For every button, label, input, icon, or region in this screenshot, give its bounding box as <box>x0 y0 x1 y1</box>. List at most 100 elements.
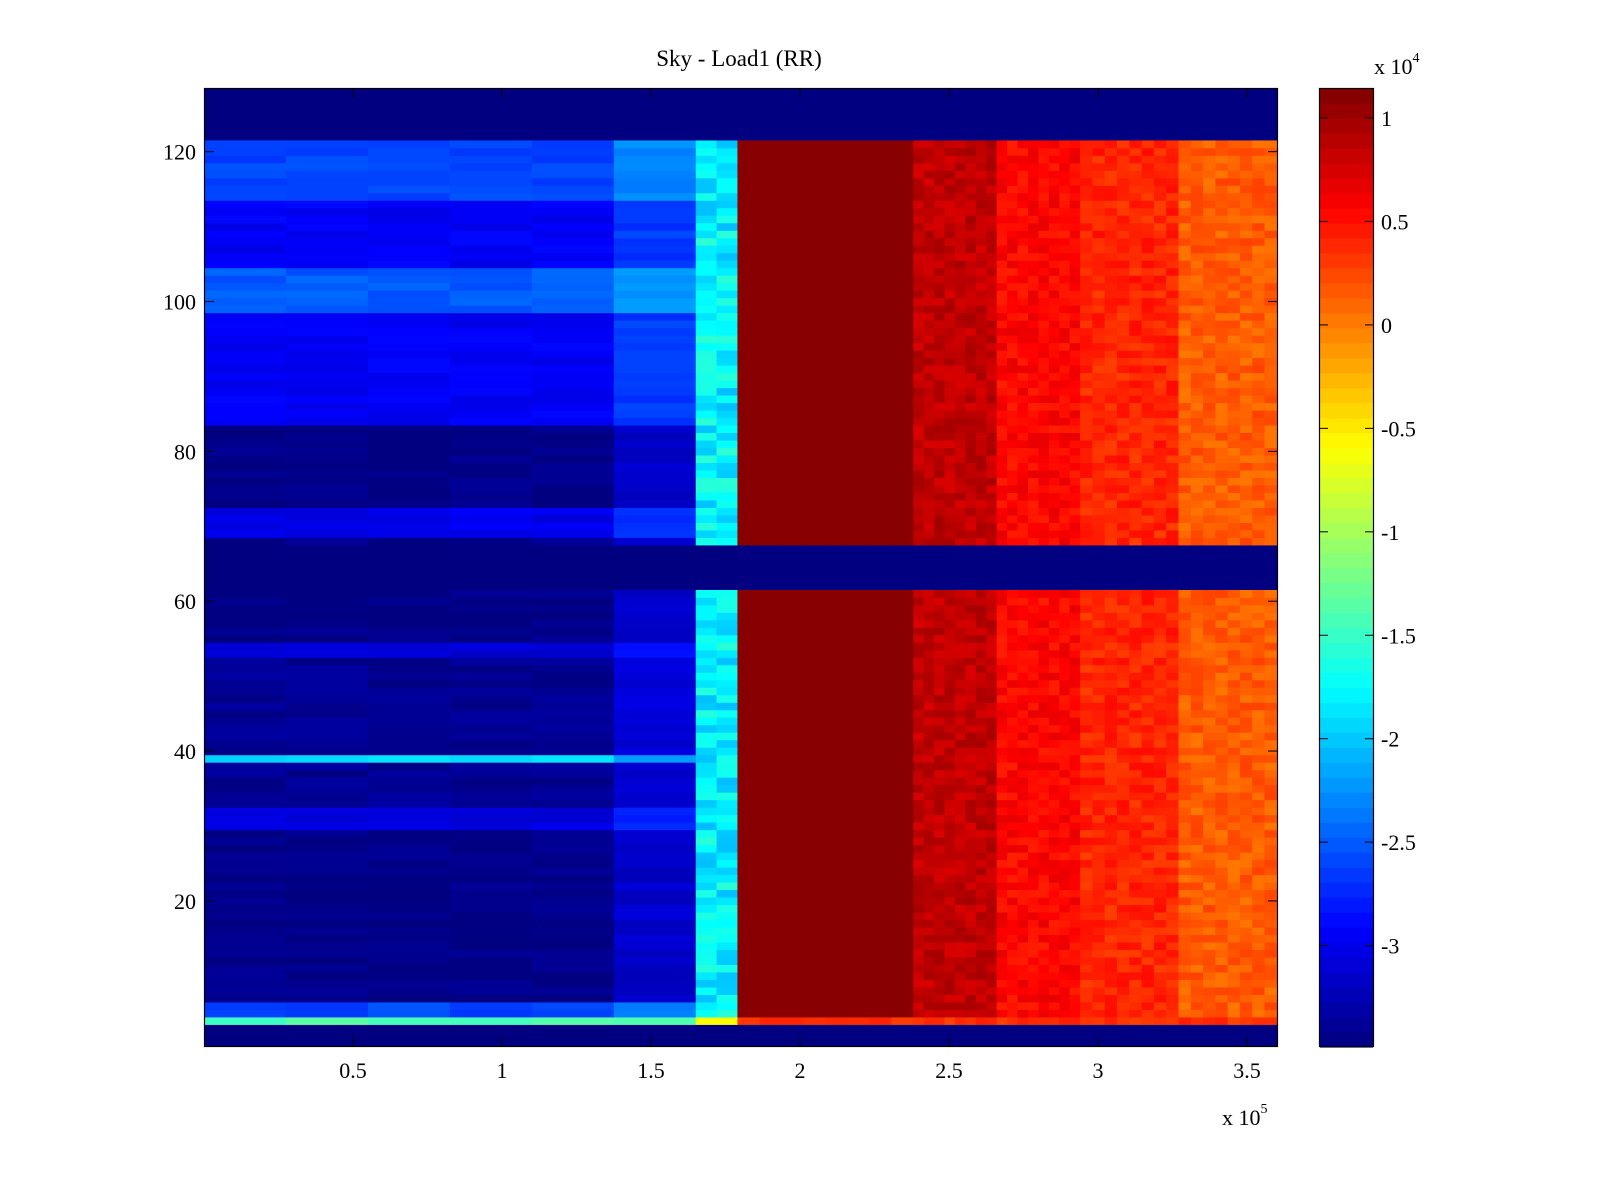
heatmap-cell <box>1153 694 1167 703</box>
heatmap-cell <box>531 410 615 419</box>
heatmap-cell <box>737 927 761 936</box>
heatmap-cell <box>1104 912 1118 921</box>
heatmap-cell <box>1252 747 1266 756</box>
heatmap-cell <box>1104 777 1118 786</box>
heatmap-cell <box>285 200 369 209</box>
heatmap-cell <box>1038 957 1050 965</box>
heatmap-cell <box>1153 447 1167 456</box>
heatmap-cell <box>1203 200 1216 209</box>
heatmap-cell <box>913 395 925 404</box>
heatmap-cell <box>781 425 804 434</box>
heatmap-cell <box>759 784 782 793</box>
heatmap-cell <box>531 852 615 861</box>
heatmap-cell <box>913 807 925 816</box>
heatmap-cell <box>1190 462 1204 471</box>
heatmap-cell <box>1227 799 1241 808</box>
heatmap-cell <box>965 687 977 696</box>
heatmap-cell <box>1239 260 1253 269</box>
heatmap-cell <box>986 365 998 374</box>
heatmap-cell <box>891 994 914 1003</box>
heatmap-cell <box>1141 769 1155 778</box>
heatmap-cell <box>803 642 826 651</box>
heatmap-cell <box>986 530 998 538</box>
heatmap-cell <box>1239 477 1253 486</box>
heatmap-cell <box>803 949 826 958</box>
heatmap-cell <box>1092 485 1106 493</box>
heatmap-cell <box>1027 477 1040 486</box>
heatmap-cell <box>1117 777 1130 786</box>
heatmap-cell <box>847 537 870 546</box>
heatmap-cell <box>913 994 925 1003</box>
heatmap-cell <box>965 897 977 906</box>
heatmap-cell <box>1215 739 1229 748</box>
heatmap-cell <box>944 852 956 861</box>
heatmap-cell <box>449 747 533 756</box>
heatmap-cell <box>1092 500 1106 508</box>
heatmap-cell <box>367 679 451 688</box>
heatmap-cell <box>975 889 987 898</box>
heatmap-cell <box>1092 597 1106 606</box>
heatmap-cell <box>954 522 966 531</box>
heatmap-cell <box>695 882 718 891</box>
heatmap-cell <box>996 897 1008 906</box>
heatmap-cell <box>1007 425 1019 434</box>
heatmap-cell <box>986 694 998 703</box>
heatmap-cell <box>1166 732 1180 741</box>
heatmap-cell <box>1239 949 1253 958</box>
heatmap-cell <box>285 492 369 501</box>
heatmap-cell <box>1092 589 1106 598</box>
heatmap-cell <box>1027 942 1040 951</box>
heatmap-cell <box>759 440 782 449</box>
heatmap-cell <box>1178 732 1192 741</box>
heatmap-cell <box>1166 852 1180 861</box>
heatmap-cell <box>1190 642 1204 651</box>
heatmap-cell <box>1153 844 1167 853</box>
heatmap-cell <box>781 530 804 538</box>
heatmap-cell <box>204 814 287 823</box>
heatmap-cell <box>285 192 369 201</box>
heatmap-cell <box>996 425 1008 434</box>
heatmap-cell <box>367 462 451 471</box>
heatmap-cell <box>1239 395 1253 404</box>
heatmap-cell <box>449 267 533 276</box>
heatmap-cell <box>1069 642 1081 651</box>
heatmap-cell <box>716 942 739 951</box>
heatmap-cell <box>1027 492 1040 501</box>
heatmap-cell <box>913 432 925 441</box>
heatmap-cell <box>613 694 697 703</box>
heatmap-cell <box>737 799 761 808</box>
heatmap-cell <box>367 440 451 449</box>
heatmap-cell <box>1080 207 1094 216</box>
heatmap-cell <box>781 237 804 246</box>
heatmap-cell <box>1252 904 1266 913</box>
heatmap-cell <box>1048 949 1060 958</box>
heatmap-cell <box>1104 852 1118 861</box>
heatmap-cell <box>923 702 935 711</box>
heatmap-cell <box>825 245 848 254</box>
heatmap-cell <box>1227 687 1241 696</box>
heatmap-cell <box>869 492 892 501</box>
heatmap-cell <box>285 320 369 329</box>
heatmap-cell <box>869 327 892 336</box>
heatmap-cell <box>367 814 451 823</box>
heatmap-cell <box>986 762 998 771</box>
heatmap-cell <box>1141 897 1155 906</box>
heatmap-cell <box>986 747 998 756</box>
heatmap-cell <box>1038 822 1050 831</box>
heatmap-cell <box>1059 784 1071 793</box>
heatmap-cell <box>737 717 761 726</box>
heatmap-cell <box>1166 927 1180 936</box>
heatmap-cell <box>1264 919 1278 928</box>
heatmap-cell <box>825 312 848 321</box>
heatmap-cell <box>803 207 826 216</box>
heatmap-cell <box>1038 200 1050 209</box>
heatmap-cell <box>1264 769 1278 778</box>
heatmap-cell <box>847 200 870 209</box>
heatmap-cell <box>954 1002 966 1010</box>
heatmap-cell <box>923 477 935 486</box>
heatmap-cell <box>1239 440 1253 449</box>
heatmap-cell <box>1129 784 1143 793</box>
heatmap-cell <box>781 447 804 456</box>
heatmap-cell <box>1239 859 1253 868</box>
heatmap-cell <box>367 672 451 681</box>
